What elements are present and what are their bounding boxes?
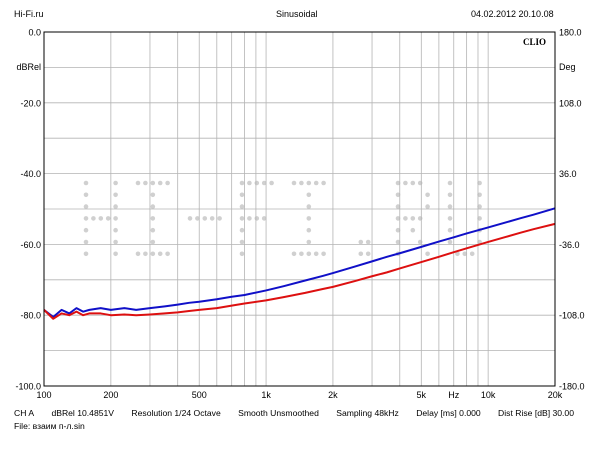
x-tick-label: 200 bbox=[103, 390, 118, 400]
watermark-glyph bbox=[291, 180, 326, 257]
y-tick-label: -60.0 bbox=[20, 240, 41, 250]
x-tick-label: 1k bbox=[261, 390, 271, 400]
series-layer bbox=[43, 207, 556, 320]
footer-level: dBRel 10.4851V bbox=[51, 408, 115, 418]
series-line-1 bbox=[43, 207, 556, 318]
watermark bbox=[83, 180, 482, 257]
x-axis-unit-label: Hz bbox=[448, 390, 459, 400]
header-center: Sinusoidal bbox=[276, 9, 318, 19]
y-tick-label: 0.0 bbox=[28, 28, 41, 38]
y2-tick-label: 36.0 bbox=[559, 169, 577, 179]
footer-delay: Delay [ms] 0.000 bbox=[416, 408, 481, 418]
y-axis-unit-label: dBRel bbox=[16, 62, 41, 72]
watermark-glyph bbox=[358, 239, 371, 257]
watermark-glyph bbox=[83, 180, 118, 257]
y-tick-label: -40.0 bbox=[20, 169, 41, 179]
watermark-glyph bbox=[447, 180, 482, 257]
footer-dist-rise: Dist Rise [dB] 30.00 bbox=[498, 408, 574, 418]
footer-smoothing: Smooth Unsmoothed bbox=[238, 408, 319, 418]
footer-file: File: взаим п-л.sin bbox=[14, 421, 85, 431]
x-tick-label: 20k bbox=[548, 390, 563, 400]
y2-tick-label: 108.0 bbox=[559, 98, 582, 108]
y-tick-label: -80.0 bbox=[20, 311, 41, 321]
y2-tick-label: 180.0 bbox=[559, 28, 582, 38]
header-left: Hi-Fi.ru bbox=[14, 9, 44, 19]
y2-axis-unit-label: Deg bbox=[559, 62, 576, 72]
grid bbox=[44, 32, 555, 386]
x-tick-label: 10k bbox=[481, 390, 496, 400]
footer-sampling: Sampling 48kHz bbox=[336, 408, 399, 418]
x-tick-label: 100 bbox=[36, 390, 51, 400]
x-tick-label: 5k bbox=[417, 390, 427, 400]
footer-resolution: Resolution 1/24 Octave bbox=[131, 408, 221, 418]
x-tick-label: 500 bbox=[192, 390, 207, 400]
y-tick-label: -20.0 bbox=[20, 98, 41, 108]
watermark-glyph bbox=[135, 180, 170, 257]
footer-channel: CH A bbox=[14, 408, 35, 418]
x-tick-label: 2k bbox=[328, 390, 338, 400]
header-right: 04.02.2012 20.10.08 bbox=[471, 9, 554, 19]
axis-labels: 0.0 -20.0 -40.0 -60.0 -80.0 -100.0 180.0 108.0 3… bbox=[15, 28, 584, 401]
watermark-glyph bbox=[239, 180, 274, 257]
series-line-2 bbox=[43, 222, 556, 320]
clio-logo: CLIO bbox=[523, 37, 546, 47]
y2-tick-label: -36.0 bbox=[559, 240, 580, 250]
y2-tick-label: -180.0 bbox=[559, 382, 585, 392]
y2-tick-label: -108.0 bbox=[559, 311, 585, 321]
footer-settings: CH A dBRel 10.4851V Resolution 1/24 Octa… bbox=[14, 408, 574, 418]
y-tick-label: -100.0 bbox=[15, 382, 41, 392]
watermark-glyph bbox=[187, 216, 222, 221]
plot-frame bbox=[43, 31, 556, 387]
